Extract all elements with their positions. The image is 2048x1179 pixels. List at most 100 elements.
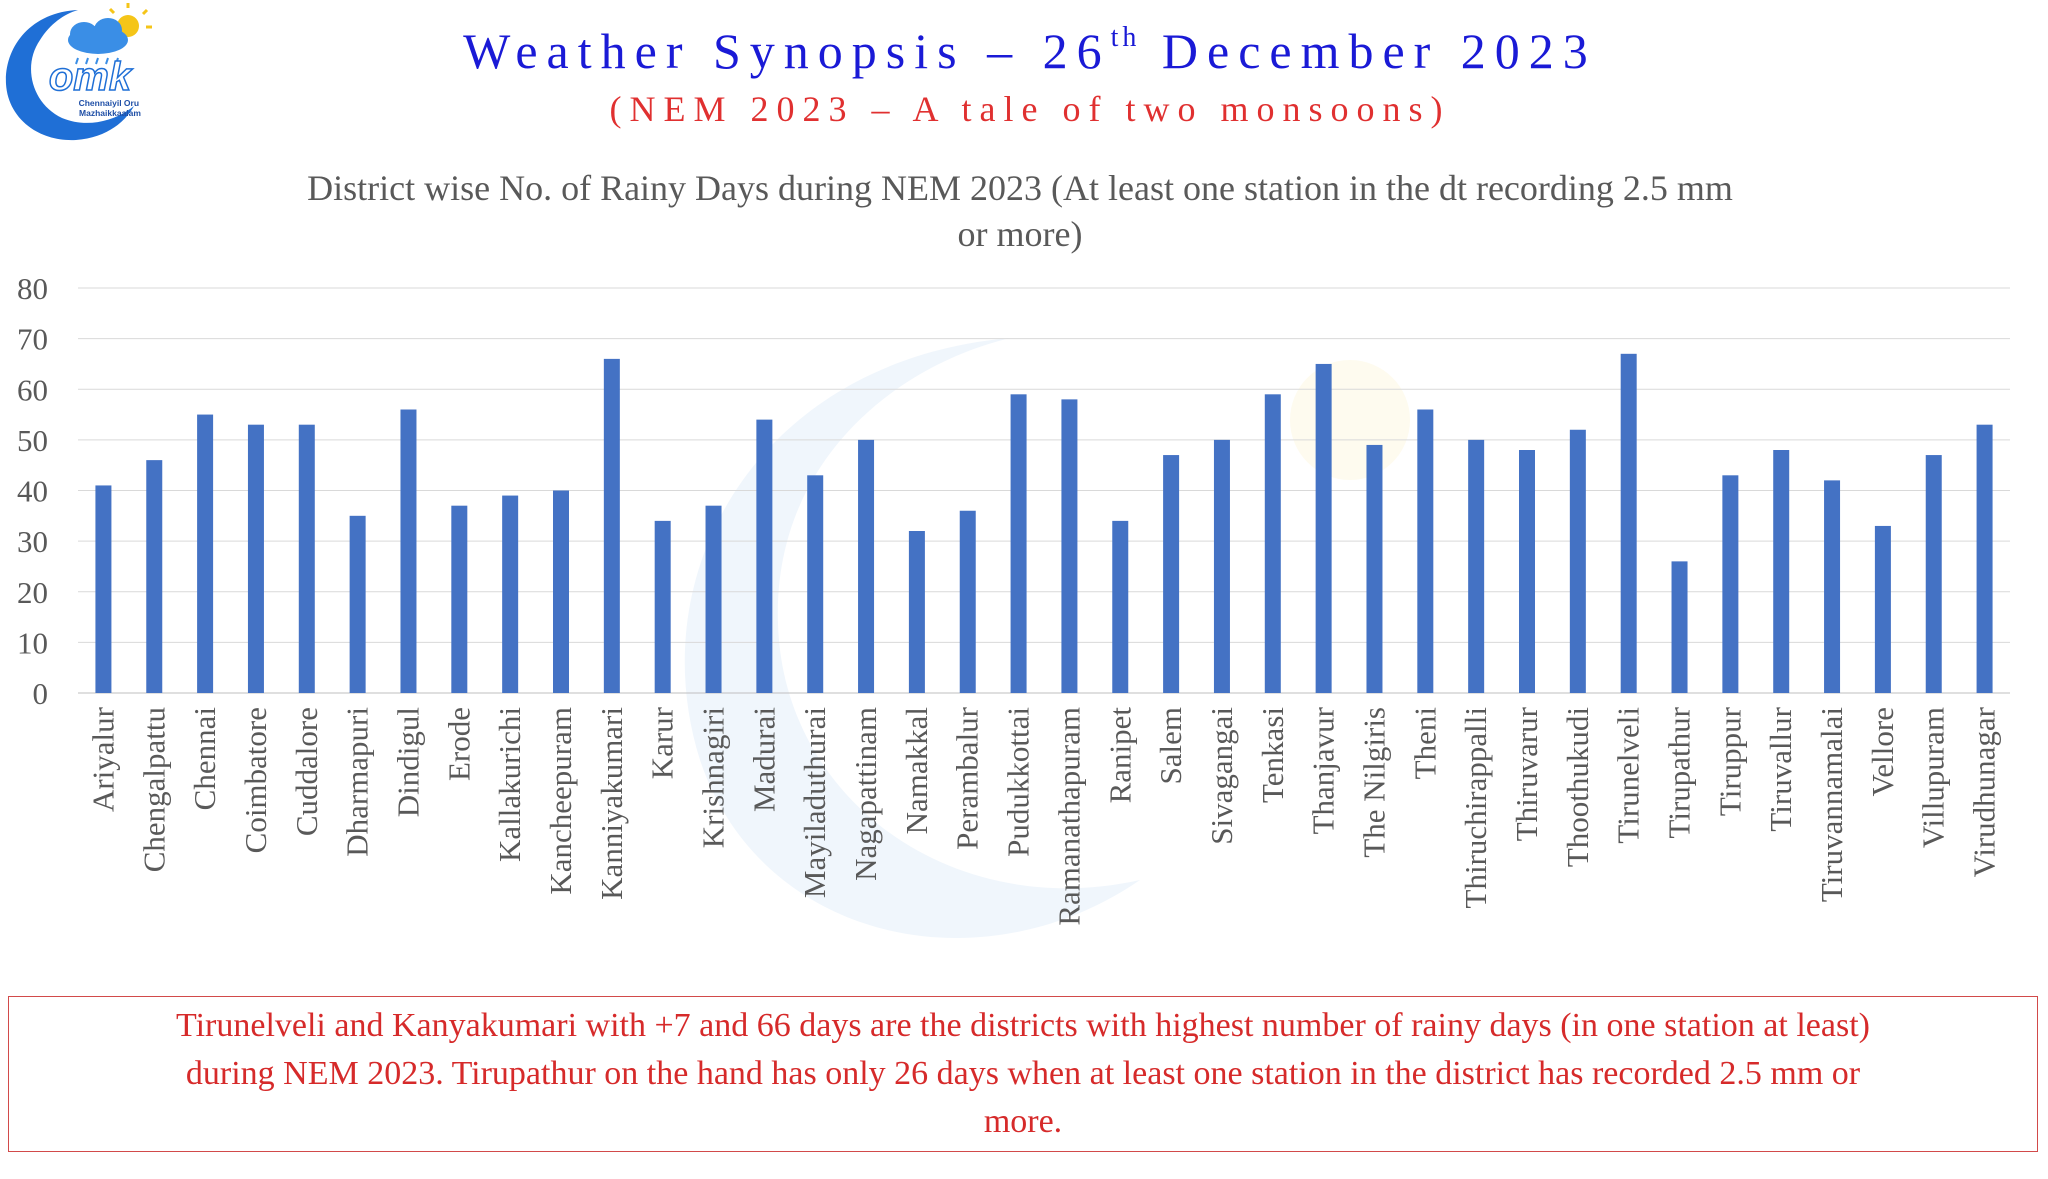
bar-ariyalur — [95, 485, 112, 693]
x-tick-label: Chengalpattu — [136, 707, 171, 872]
x-tick-label: Vellore — [1865, 707, 1900, 797]
x-tick-label: Tiruppur — [1712, 706, 1747, 816]
bar-ranipet — [1112, 520, 1129, 693]
x-tick-label: Karur — [645, 706, 680, 779]
bar-erode — [451, 505, 468, 693]
bar-sivagangai — [1213, 439, 1230, 693]
bar-tiruvannamalai — [1824, 480, 1841, 693]
x-tick-label: Namakkal — [899, 707, 934, 834]
bar-pudukkottai — [1010, 394, 1027, 693]
logo-tagline-line-1: Chennaiyil Oru — [79, 98, 139, 108]
bar-coimbatore — [247, 424, 264, 693]
y-tick-label: 0 — [33, 676, 49, 711]
bar-namakkal — [908, 531, 925, 693]
x-tick-label: Kancheepuram — [543, 707, 578, 895]
logo-brand-text: omk — [49, 55, 133, 99]
x-tick-label: Coimbatore — [238, 707, 273, 853]
bar-dindigul — [400, 409, 417, 693]
note-line-1: Tirunelveli and Kanyakumari with +7 and … — [176, 1007, 1870, 1044]
y-tick-label: 20 — [17, 575, 48, 610]
y-tick-label: 80 — [17, 271, 48, 306]
x-tick-label: Cuddalore — [289, 707, 324, 836]
watermark — [684, 338, 1410, 939]
bar-kallakurichi — [502, 495, 519, 693]
bar-madurai — [756, 419, 773, 693]
x-tick-label: Ariyalur — [85, 706, 120, 812]
x-tick-label: Tirunelveli — [1611, 707, 1646, 844]
x-tick-label: Dharmapuri — [340, 707, 375, 857]
x-tick-label: Tiruvannamalai — [1814, 707, 1849, 903]
title-end: December 2023 — [1140, 23, 1597, 79]
x-tick-label: Thanjavur — [1306, 706, 1341, 834]
x-tick-label: Pudukkottai — [1001, 707, 1036, 857]
bar-tenkasi — [1264, 394, 1281, 693]
bar-tiruvallur — [1773, 450, 1790, 693]
bar-thanjavur — [1315, 363, 1332, 693]
watermark-sun — [1290, 360, 1410, 480]
bar-tiruppur — [1722, 475, 1739, 693]
page-title: Weather Synopsis – 26th December 2023 — [380, 22, 1680, 80]
y-tick-label: 60 — [17, 372, 48, 407]
gridlines — [78, 287, 2010, 694]
chart-title-line-2: or more) — [958, 214, 1083, 254]
x-tick-label: Kallakurichi — [492, 707, 527, 862]
note-text: Tirunelveli and Kanyakumari with +7 and … — [176, 1002, 1870, 1146]
x-tick-label: Salem — [1153, 707, 1188, 785]
x-tick-label: Thiruchirappalli — [1458, 707, 1493, 909]
bar-perambalur — [959, 510, 976, 693]
y-axis-tick-labels: 0 10 20 30 40 50 60 70 80 — [17, 271, 48, 711]
bar-vellore — [1874, 525, 1891, 693]
x-tick-label: Theni — [1407, 707, 1442, 780]
x-tick-label: Villupuram — [1916, 707, 1951, 848]
bar-kancheepuram — [553, 490, 569, 693]
bar-nagapattinam — [858, 439, 875, 693]
note-line-3: more. — [983, 1103, 1063, 1140]
x-axis-tick-labels: Ariyalur Chengalpattu Chennai Coimbatore Cud… — [85, 706, 2001, 925]
bar-cuddalore — [298, 424, 315, 693]
x-tick-label: Sivagangai — [1204, 707, 1239, 845]
y-tick-label: 50 — [17, 423, 48, 458]
note-line-2: during NEM 2023. Tirupathur on the hand … — [185, 1055, 1861, 1092]
x-tick-label: Tenkasi — [1255, 707, 1290, 803]
bar-theni — [1417, 409, 1434, 693]
x-tick-label: Dindigul — [390, 707, 425, 817]
bar-villupuram — [1925, 455, 1942, 693]
title-superscript: th — [1110, 22, 1141, 53]
bar-kanniyakumari — [603, 358, 620, 693]
bar-the-nilgiris — [1366, 444, 1383, 693]
bar-dharmapuri — [349, 515, 366, 693]
x-tick-label: Ranipet — [1102, 707, 1137, 804]
chart-title-line-1: District wise No. of Rainy Days during N… — [307, 168, 1733, 208]
x-tick-label: Erode — [441, 707, 476, 781]
bars — [95, 353, 1993, 693]
logo-tagline: Chennaiyil Oru Mazhaikkaalam — [79, 98, 142, 118]
logo-tagline-line-2: Mazhaikkaalam — [79, 108, 141, 118]
bar-thiruchirappalli — [1468, 439, 1485, 693]
y-tick-label: 40 — [17, 474, 48, 509]
x-tick-label: Tiruvallur — [1763, 706, 1798, 831]
bar-ramanathapuram — [1061, 399, 1078, 693]
x-tick-label: Thiruvarur — [1509, 706, 1544, 841]
bar-karur — [654, 520, 671, 693]
x-tick-label: Nagapattinam — [848, 707, 883, 881]
cloud-sun-rain-icon — [68, 3, 152, 65]
title-main: Weather Synopsis – 26 — [463, 23, 1111, 79]
page-subtitle: (NEM 2023 – A tale of two monsoons) — [609, 89, 1451, 129]
x-tick-label: Kanniyakumari — [594, 707, 629, 900]
bar-thiruvarur — [1519, 450, 1535, 693]
rainy-days-bar-chart: District wise No. of Rainy Days during N… — [17, 168, 2010, 939]
x-tick-label: Thoothukudi — [1560, 707, 1595, 868]
omk-logo: omk Chennaiyil Oru Mazhaikkaalam — [5, 3, 152, 141]
y-tick-label: 70 — [17, 322, 48, 357]
bar-thoothukudi — [1569, 429, 1586, 693]
bar-tirupathur — [1671, 561, 1688, 693]
x-tick-label: The Nilgiris — [1356, 707, 1391, 858]
crescent-logo-shape — [5, 10, 135, 141]
x-tick-label: Mayiladuthurai — [797, 707, 832, 899]
bar-chengalpattu — [146, 460, 163, 693]
x-tick-label: Virudhunagar — [1967, 706, 2002, 877]
x-tick-label: Tirupathur — [1662, 706, 1697, 838]
bar-salem — [1163, 455, 1180, 693]
y-tick-label: 10 — [17, 625, 48, 660]
y-tick-label: 30 — [17, 524, 48, 559]
